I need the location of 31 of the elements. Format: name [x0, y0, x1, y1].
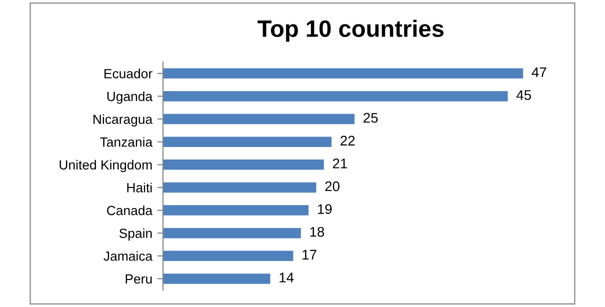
data-label: 45 — [516, 90, 531, 100]
bar — [162, 114, 355, 124]
y-tick-label: Nicaragua — [94, 114, 153, 127]
y-tick-label: Peru — [126, 274, 152, 284]
y-tick-label: Jamaica — [104, 251, 153, 261]
bar — [162, 250, 294, 262]
bar — [162, 228, 301, 238]
y-tick-label: Tanzania — [100, 137, 153, 147]
bar — [162, 182, 316, 193]
data-label: 19 — [318, 204, 332, 214]
data-label: 14 — [280, 272, 294, 282]
y-tick-label: United Kingdom — [60, 160, 152, 172]
data-label: 17 — [302, 250, 316, 260]
data-label: 25 — [364, 112, 378, 123]
y-tick-label: Uganda — [107, 91, 153, 104]
y-tick-label: Canada — [107, 206, 153, 216]
y-tick-label: Spain — [119, 228, 152, 241]
data-label: 21 — [332, 158, 347, 168]
data-label: 18 — [310, 226, 324, 237]
bar — [162, 68, 524, 79]
bar — [162, 274, 270, 284]
data-label: 47 — [532, 67, 546, 78]
bar — [162, 136, 332, 147]
chart-title: Top 10 countries — [258, 20, 444, 42]
bar — [162, 91, 508, 102]
y-tick-label: Ecuador — [104, 68, 152, 78]
bar — [162, 160, 324, 170]
data-label: 22 — [340, 136, 355, 146]
y-tick-label: Haiti — [127, 182, 152, 192]
bar — [162, 205, 309, 216]
data-label: 20 — [325, 181, 340, 192]
